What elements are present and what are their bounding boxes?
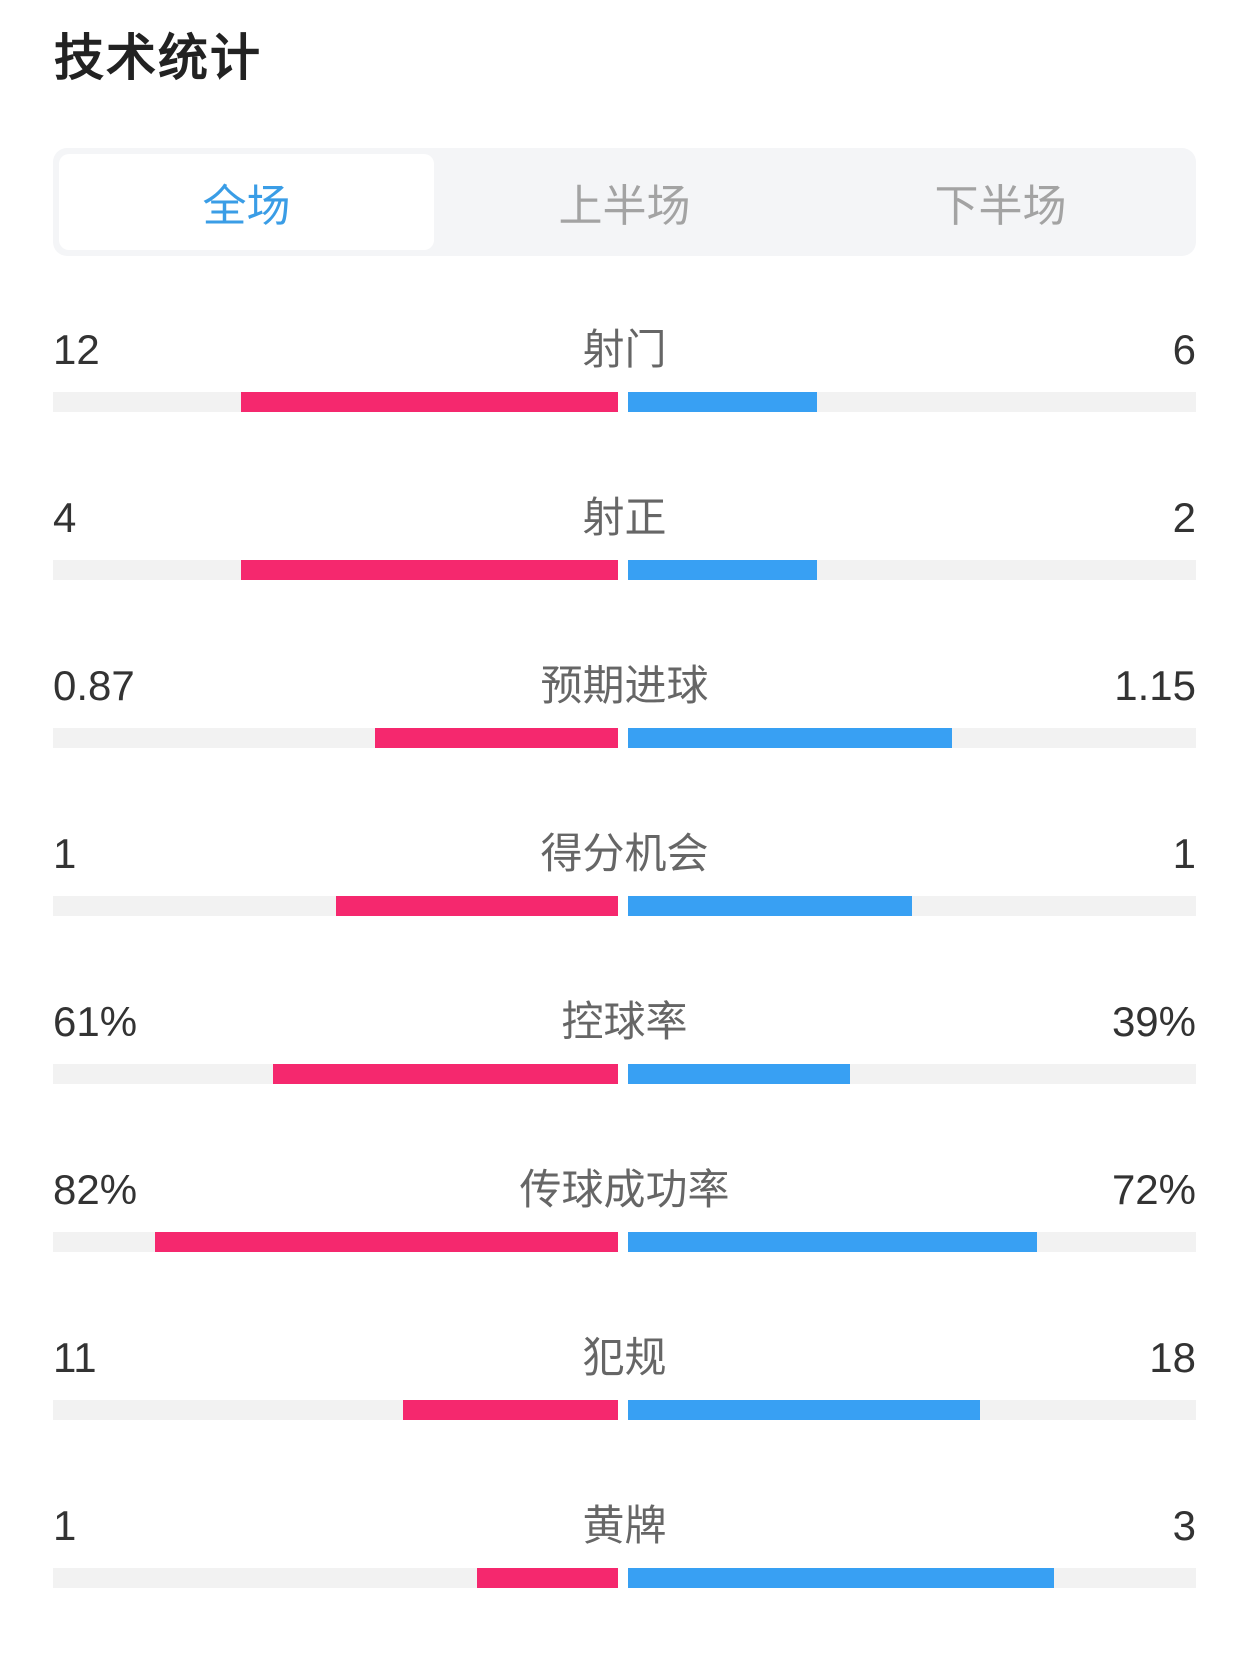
stat-row-possession: 61% 控球率 39% [53, 992, 1196, 1112]
away-value: 72% [1111, 1166, 1196, 1213]
stat-row-expected-goals: 0.87 预期进球 1.15 [53, 656, 1196, 776]
home-bar-track [53, 1064, 618, 1084]
away-value: 3 [1172, 1502, 1196, 1549]
away-value: 6 [1172, 326, 1196, 373]
home-bar [375, 728, 618, 748]
tab-second-half[interactable]: 下半场 [934, 181, 1067, 232]
stat-row-shots: 12 射门 6 [53, 320, 1196, 440]
home-bar [335, 896, 618, 916]
home-bar [403, 1400, 618, 1420]
home-value: 82% [53, 1166, 138, 1213]
home-bar [273, 1064, 618, 1084]
away-value: 2 [1172, 494, 1196, 541]
away-bar [628, 560, 818, 580]
away-value: 1 [1172, 830, 1196, 877]
home-bar-track [53, 1568, 618, 1588]
home-value: 4 [53, 494, 77, 541]
home-bar [476, 1568, 618, 1588]
away-bar-track [628, 728, 1196, 748]
home-bar [241, 560, 618, 580]
away-bar [628, 728, 952, 748]
stat-label: 控球率 [561, 997, 688, 1046]
away-value: 39% [1111, 998, 1196, 1045]
page-title: 技术统计 [54, 29, 262, 87]
stat-label: 犯规 [582, 1333, 667, 1382]
stat-label: 黄牌 [582, 1501, 667, 1550]
away-bar-track [628, 392, 1196, 412]
tab-full-match[interactable]: 全场 [59, 154, 434, 250]
away-bar [628, 1064, 850, 1084]
away-bar-track [628, 1400, 1196, 1420]
away-bar [628, 896, 912, 916]
home-bar-track [53, 560, 618, 580]
stat-row-shots-on-target: 4 射正 2 [53, 488, 1196, 608]
home-bar-track [53, 1232, 618, 1252]
home-bar-track [53, 1400, 618, 1420]
stat-label: 预期进球 [540, 661, 709, 710]
stat-row-yellow-cards: 1 黄牌 3 [53, 1496, 1196, 1616]
away-value: 18 [1149, 1334, 1196, 1381]
stat-row-fouls: 11 犯规 18 [53, 1328, 1196, 1448]
away-bar-track [628, 1568, 1196, 1588]
stat-label: 射正 [582, 493, 667, 542]
stat-label: 得分机会 [540, 829, 709, 878]
away-bar [628, 1400, 981, 1420]
period-tabs: 全场 上半场 下半场 [53, 148, 1196, 256]
stat-row-big-chances: 1 得分机会 1 [53, 824, 1196, 944]
home-value: 0.87 [53, 662, 135, 709]
away-bar-track [628, 1232, 1196, 1252]
away-bar [628, 1568, 1054, 1588]
home-bar [154, 1232, 618, 1252]
away-bar-track [628, 896, 1196, 916]
away-value: 1.15 [1114, 662, 1196, 709]
home-value: 1 [53, 1502, 77, 1549]
away-bar-track [628, 1064, 1196, 1084]
home-bar-track [53, 392, 618, 412]
away-bar [628, 392, 818, 412]
away-bar [628, 1232, 1037, 1252]
home-value: 12 [53, 326, 100, 373]
stat-label: 射门 [582, 325, 667, 374]
home-bar-track [53, 896, 618, 916]
tab-first-half[interactable]: 上半场 [558, 181, 691, 232]
home-value: 61% [53, 998, 138, 1045]
away-bar-track [628, 560, 1196, 580]
home-bar-track [53, 728, 618, 748]
stat-row-pass-accuracy: 82% 传球成功率 72% [53, 1160, 1196, 1280]
stat-label: 传球成功率 [519, 1165, 730, 1214]
home-value: 1 [53, 830, 77, 877]
home-bar [241, 392, 618, 412]
home-value: 11 [53, 1334, 97, 1381]
